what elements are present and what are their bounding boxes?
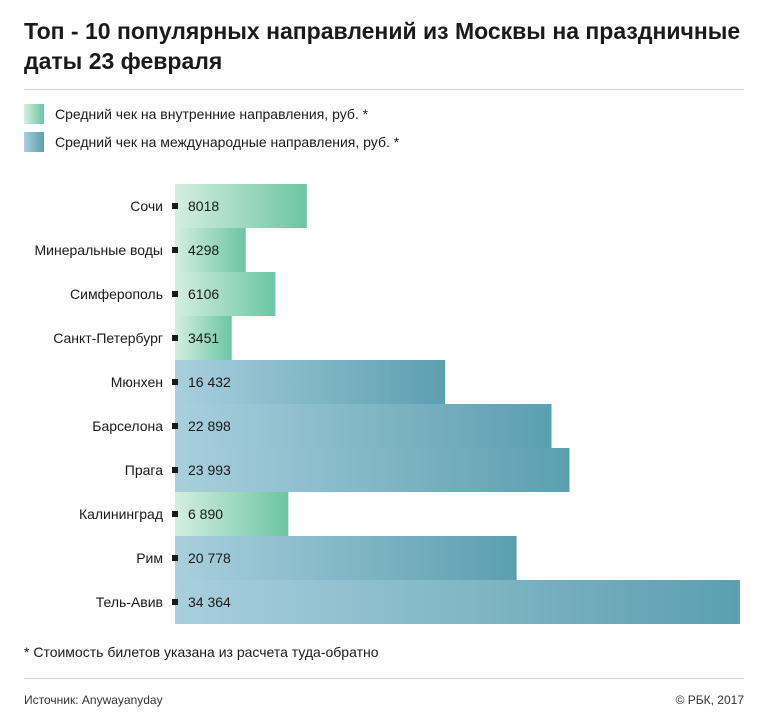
category-label-5: Барселона [92,418,163,434]
bar-8 [175,536,517,580]
category-label-1: Минеральные воды [35,242,164,258]
value-label-2: 6106 [188,286,219,302]
bar-1 [175,228,246,272]
bar-0 [175,184,307,228]
value-label-7: 6 890 [188,506,223,522]
legend-label-international: Средний чек на международные направления… [55,134,400,150]
value-label-9: 34 364 [188,594,231,610]
chart-title: Топ - 10 популярных направлений из Москв… [24,18,741,74]
category-label-2: Симферополь [70,286,163,302]
tick-mark-9 [172,599,178,605]
footnote: * Стоимость билетов указана из расчета т… [24,644,379,660]
value-label-4: 16 432 [188,374,231,390]
legend-swatch-international [24,132,44,152]
category-label-0: Сочи [130,198,163,214]
value-label-3: 3451 [188,330,219,346]
tick-mark-8 [172,555,178,561]
tick-mark-6 [172,467,178,473]
top-divider [24,89,744,90]
category-label-8: Рим [136,550,163,566]
tick-mark-1 [172,247,178,253]
bar-3 [175,316,232,360]
bar-4 [175,360,446,404]
value-label-8: 20 778 [188,550,231,566]
tick-mark-7 [172,511,178,517]
legend-swatch-domestic [24,104,44,124]
value-label-5: 22 898 [188,418,231,434]
bar-5 [175,404,552,448]
value-label-6: 23 993 [188,462,231,478]
category-label-3: Санкт-Петербург [53,330,163,346]
tick-mark-4 [172,379,178,385]
bar-6 [175,448,570,492]
bottom-divider [24,678,744,679]
legend-label-domestic: Средний чек на внутренние направления, р… [55,106,369,122]
value-label-0: 8018 [188,198,219,214]
bar-9 [175,580,740,624]
tick-mark-3 [172,335,178,341]
value-label-1: 4298 [188,242,219,258]
tick-mark-5 [172,423,178,429]
tick-mark-0 [172,203,178,209]
bar-7 [175,492,289,536]
bar-2 [175,272,276,316]
copyright-label: © РБК, 2017 [675,693,744,707]
category-label-9: Тель-Авив [96,594,163,610]
source-label: Источник: Anywayanyday [24,693,163,707]
tick-mark-2 [172,291,178,297]
category-label-6: Прага [125,462,163,478]
bars-group: Сочи 8018 Минеральные воды 4298 Симферополь 6… [35,184,740,624]
category-label-7: Калининград [79,506,163,522]
category-label-4: Мюнхен [111,374,163,390]
